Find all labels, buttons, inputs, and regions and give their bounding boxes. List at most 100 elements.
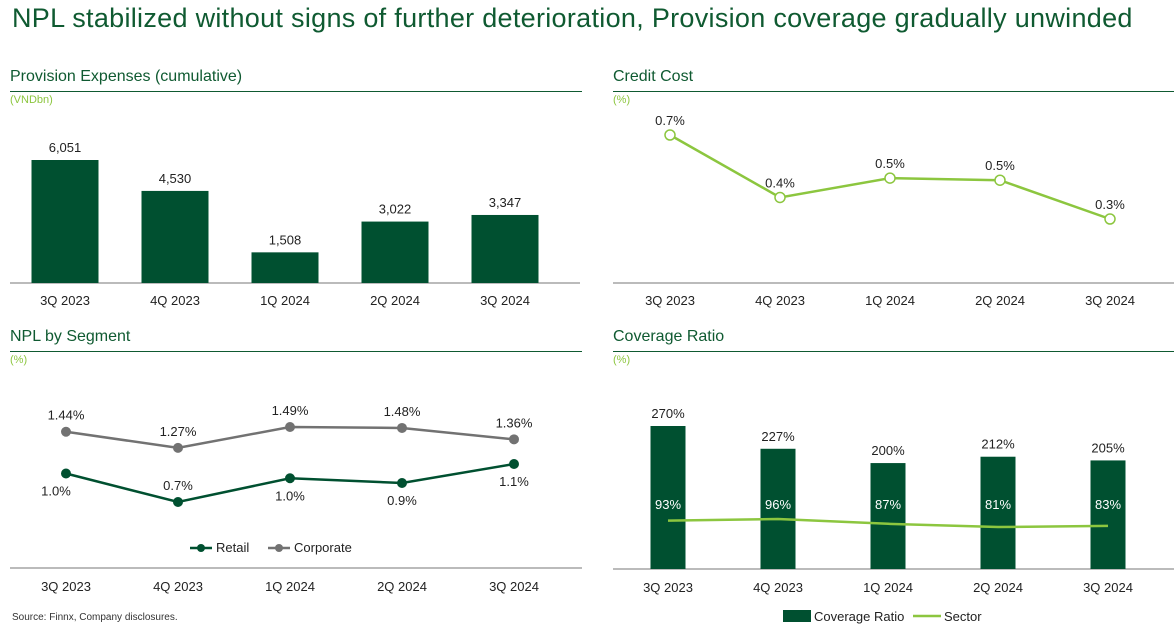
x-tick-label: 3Q 2023 <box>40 293 90 308</box>
x-tick-label: 4Q 2023 <box>753 580 803 595</box>
retail-point <box>397 478 407 489</box>
provision-bar <box>251 252 319 283</box>
corporate-point <box>509 434 519 445</box>
coverage-bar <box>870 463 906 569</box>
provision-data-label: 1,508 <box>269 232 302 247</box>
legend-retail-marker <box>197 544 205 552</box>
credit-cost-point <box>884 172 896 184</box>
x-tick-label: 1Q 2024 <box>865 293 915 308</box>
credit-cost-rule <box>613 91 1174 92</box>
x-tick-label: 4Q 2023 <box>150 293 200 308</box>
x-tick-label: 2Q 2024 <box>975 293 1025 308</box>
coverage-data-label: 200% <box>871 443 905 458</box>
x-tick-label: 1Q 2024 <box>260 293 310 308</box>
credit-cost-data-label: 0.7% <box>655 113 685 128</box>
x-tick-label: 3Q 2024 <box>480 293 530 308</box>
credit-cost-panel: Credit Cost (%) 0.7% 3Q 2023 0.4% 4Q 2023 0.… <box>613 68 1174 318</box>
credit-cost-chart: 0.7% 3Q 2023 0.4% 4Q 2023 0.5% 1Q 2024 0.5% 2Q … <box>613 113 1174 308</box>
coverage-bar <box>980 456 1016 569</box>
retail-point <box>173 497 183 507</box>
provision-bar <box>31 160 99 283</box>
credit-cost-data-label: 0.5% <box>875 156 905 171</box>
provision-bar <box>361 221 429 283</box>
provision-data-label: 3,347 <box>489 195 522 210</box>
retail-data-label: 0.7% <box>163 478 193 493</box>
provision-expenses-chart: 6,051 3Q 2023 4,530 4Q 2023 1,508 1Q 2024 3,02… <box>10 140 580 308</box>
credit-cost-point <box>994 174 1006 186</box>
sector-data-label: 96% <box>765 497 791 512</box>
page-title: NPL stabilized without signs of further … <box>12 3 1133 33</box>
sector-data-label: 93% <box>655 497 681 512</box>
x-tick-label: 2Q 2024 <box>973 580 1023 595</box>
coverage-data-label: 212% <box>981 437 1015 452</box>
provision-bar <box>471 214 539 283</box>
coverage-data-label: 270% <box>651 406 685 421</box>
corporate-data-label: 1.27% <box>160 424 197 439</box>
x-tick-label: 3Q 2023 <box>645 293 695 308</box>
corporate-point <box>173 442 183 453</box>
legend-retail-label: Retail <box>216 540 249 555</box>
x-tick-label: 4Q 2023 <box>153 579 203 594</box>
sector-data-label: 87% <box>875 497 901 512</box>
corporate-point <box>285 422 295 432</box>
credit-cost-point <box>774 191 786 204</box>
provision-data-label: 6,051 <box>49 140 82 155</box>
retail-point <box>61 468 71 479</box>
credit-cost-unit: (%) <box>613 94 631 106</box>
npl-by-segment-unit: (%) <box>10 354 28 366</box>
retail-data-label: 1.1% <box>499 474 529 489</box>
x-tick-label: 3Q 2023 <box>643 580 693 595</box>
sector-line <box>667 517 1109 529</box>
coverage-data-label: 227% <box>761 429 795 444</box>
npl-by-segment-title: NPL by Segment <box>10 328 131 345</box>
x-tick-label: 3Q 2024 <box>1085 293 1135 308</box>
coverage-bar <box>650 426 686 569</box>
provision-expenses-unit: (VNDbn) <box>10 94 53 106</box>
npl-by-segment-panel: NPL by Segment (%) 1.0% 0.7% 1.0% 0.9% 1.1% 1… <box>10 328 582 603</box>
credit-cost-point <box>664 129 676 141</box>
provision-data-label: 4,530 <box>159 171 192 186</box>
retail-point <box>285 473 295 484</box>
corporate-data-label: 1.36% <box>496 415 533 430</box>
coverage-data-label: 205% <box>1091 440 1125 455</box>
x-tick-label: 2Q 2024 <box>377 579 427 594</box>
coverage-ratio-panel: Coverage Ratio (%) 270% 3Q 2023 227% 4Q 202… <box>613 328 1174 628</box>
corporate-point <box>397 422 407 433</box>
provision-expenses-panel: Provision Expenses (cumulative) (VNDbn) … <box>10 68 582 318</box>
x-tick-label: 1Q 2024 <box>863 580 913 595</box>
legend-corporate-label: Corporate <box>294 540 352 555</box>
legend-corporate-marker <box>275 544 283 552</box>
provision-data-label: 3,022 <box>379 202 412 217</box>
corporate-data-label: 1.44% <box>48 408 85 423</box>
provision-bar <box>141 190 209 283</box>
x-tick-label: 3Q 2024 <box>489 579 539 594</box>
coverage-ratio-chart: 270% 3Q 2023 227% 4Q 2023 200% 1Q 2024 212% 2Q … <box>613 406 1174 624</box>
x-tick-label: 1Q 2024 <box>265 579 315 594</box>
retail-data-label: 1.0% <box>275 488 305 503</box>
coverage-bar <box>1090 460 1126 569</box>
coverage-ratio-unit: (%) <box>613 354 631 366</box>
legend-coverage-label: Coverage Ratio <box>814 609 904 624</box>
x-tick-label: 4Q 2023 <box>755 293 805 308</box>
legend-coverage-swatch <box>783 610 811 622</box>
source-note: Source: Finnx, Company disclosures. <box>12 612 178 623</box>
retail-point <box>509 459 519 470</box>
credit-cost-title: Credit Cost <box>613 68 694 85</box>
sector-data-label: 83% <box>1095 497 1121 512</box>
provision-expenses-rule <box>10 91 582 92</box>
x-tick-label: 2Q 2024 <box>370 293 420 308</box>
coverage-bar <box>760 448 796 569</box>
retail-data-label: 1.0% <box>41 484 71 499</box>
provision-expenses-title: Provision Expenses (cumulative) <box>10 68 243 85</box>
coverage-ratio-rule <box>613 351 1174 352</box>
credit-cost-data-label: 0.3% <box>1095 197 1125 212</box>
retail-data-label: 0.9% <box>387 493 417 508</box>
corporate-point <box>61 426 71 437</box>
credit-cost-point <box>1104 213 1116 225</box>
coverage-ratio-title: Coverage Ratio <box>613 328 725 345</box>
x-tick-label: 3Q 2023 <box>41 579 91 594</box>
credit-cost-data-label: 0.5% <box>985 158 1015 173</box>
npl-by-segment-rule <box>10 351 582 352</box>
sector-data-label: 81% <box>985 497 1011 512</box>
x-tick-label: 3Q 2024 <box>1083 580 1133 595</box>
